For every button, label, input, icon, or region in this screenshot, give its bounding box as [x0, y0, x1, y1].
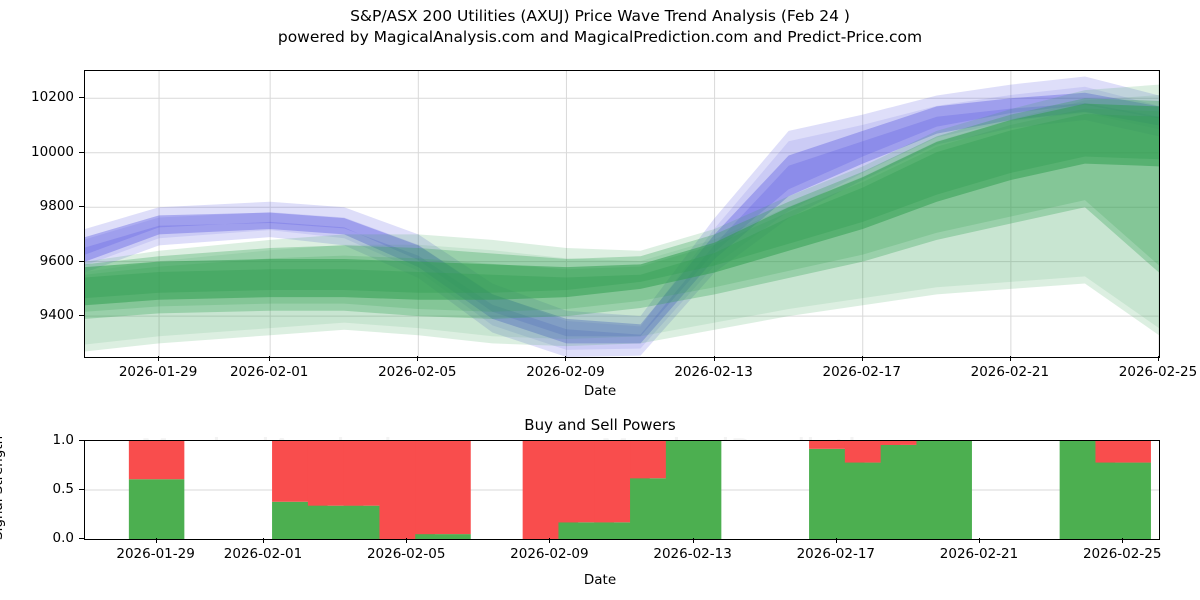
price-y-tickmark	[79, 260, 84, 262]
power-chart-title: Buy and Sell Powers	[524, 416, 676, 434]
price-y-tickmark	[79, 206, 84, 208]
price-y-tick: 10200	[31, 89, 74, 106]
price-y-tick: 9600	[39, 252, 74, 269]
price-x-tick: 2026-02-01	[229, 364, 309, 380]
power-x-tickmark	[155, 538, 157, 543]
power-y-tick: 0.0	[52, 530, 74, 546]
power-x-tickmark	[692, 538, 694, 543]
power-x-tickmark	[1122, 538, 1124, 543]
price-x-tickmark	[1158, 356, 1159, 361]
power-y-tick: 1.0	[52, 432, 74, 448]
price-band-green-band-core	[85, 103, 1159, 306]
price-x-tickmark	[417, 356, 419, 361]
power-x-tick: 2026-02-17	[796, 546, 876, 562]
power-x-tick: 2026-02-01	[223, 546, 303, 562]
power-x-tickmark	[549, 538, 551, 543]
power-x-tick: 2026-02-25	[1082, 546, 1162, 562]
sell-power-bar	[809, 441, 865, 449]
price-y-tick: 9800	[39, 198, 74, 215]
power-x-tick: 2026-02-21	[939, 546, 1019, 562]
power-chart-plot-area	[84, 440, 1160, 540]
buy-power-bar	[1095, 462, 1151, 539]
price-x-tick: 2026-02-13	[674, 364, 753, 380]
price-y-tick: 10000	[31, 143, 74, 160]
power-x-tickmark	[979, 538, 980, 543]
price-chart-plot-area	[84, 70, 1160, 358]
price-x-axis-label: Date	[583, 383, 617, 399]
sell-power-bar	[880, 441, 937, 445]
power-x-tickmark	[835, 538, 837, 543]
power-y-tickmark	[79, 538, 84, 539]
power-x-tick: 2026-01-29	[116, 546, 195, 562]
price-x-tick: 2026-02-05	[378, 364, 457, 380]
sell-power-bar	[1095, 441, 1151, 463]
page-subtitle: powered by MagicalAnalysis.com and Magic…	[277, 28, 923, 46]
price-x-tickmark	[565, 356, 567, 361]
price-x-tick: 2026-02-17	[822, 364, 901, 380]
price-y-axis-label: Price	[0, 181, 2, 214]
price-x-tickmark	[713, 356, 715, 361]
price-chart-svg	[85, 71, 1159, 357]
price-x-tick: 2026-02-09	[526, 364, 605, 380]
sell-power-bar	[128, 441, 185, 480]
buy-power-bar	[415, 534, 471, 539]
power-y-axis-label: Signal Strength	[0, 435, 6, 540]
price-band-blue-band-outer-alt	[85, 86, 1159, 350]
price-x-tickmark	[158, 356, 160, 361]
price-x-tick: 2026-01-29	[118, 364, 198, 380]
page-title: S&P/ASX 200 Utilities (AXUJ) Price Wave …	[350, 7, 850, 25]
price-x-tickmark	[269, 356, 271, 361]
price-y-tickmark	[79, 315, 84, 317]
power-x-tick: 2026-02-09	[510, 546, 589, 562]
price-y-tickmark	[79, 97, 84, 99]
price-y-tick: 9400	[39, 307, 74, 324]
chart-title-block: S&P/ASX 200 Utilities (AXUJ) Price Wave …	[0, 6, 1200, 48]
price-y-tickmark	[79, 151, 84, 153]
power-x-tick: 2026-02-05	[366, 546, 446, 562]
price-band-blue-band-inner	[85, 92, 1159, 344]
price-x-tickmark	[861, 356, 863, 361]
price-x-tickmark	[1009, 356, 1011, 361]
power-y-tickmark	[79, 489, 84, 490]
price-band-blue-band-outer	[85, 76, 1159, 357]
power-x-axis-label: Date	[583, 572, 617, 588]
power-x-tickmark	[263, 538, 264, 543]
price-x-tick: 2026-02-21	[970, 364, 1050, 380]
buy-power-bar	[128, 479, 185, 539]
price-x-tick: 2026-02-25	[1118, 364, 1198, 380]
power-x-tickmark	[406, 538, 408, 543]
price-band-green-band-core-alt	[85, 114, 1159, 299]
power-y-tick: 0.5	[52, 481, 74, 497]
buy-power-bar	[916, 441, 972, 539]
power-chart-svg	[85, 441, 1159, 539]
buy-power-bar	[665, 441, 722, 539]
power-x-tick: 2026-02-13	[653, 546, 732, 562]
power-y-tickmark	[79, 440, 84, 441]
sell-power-bar	[415, 441, 471, 535]
